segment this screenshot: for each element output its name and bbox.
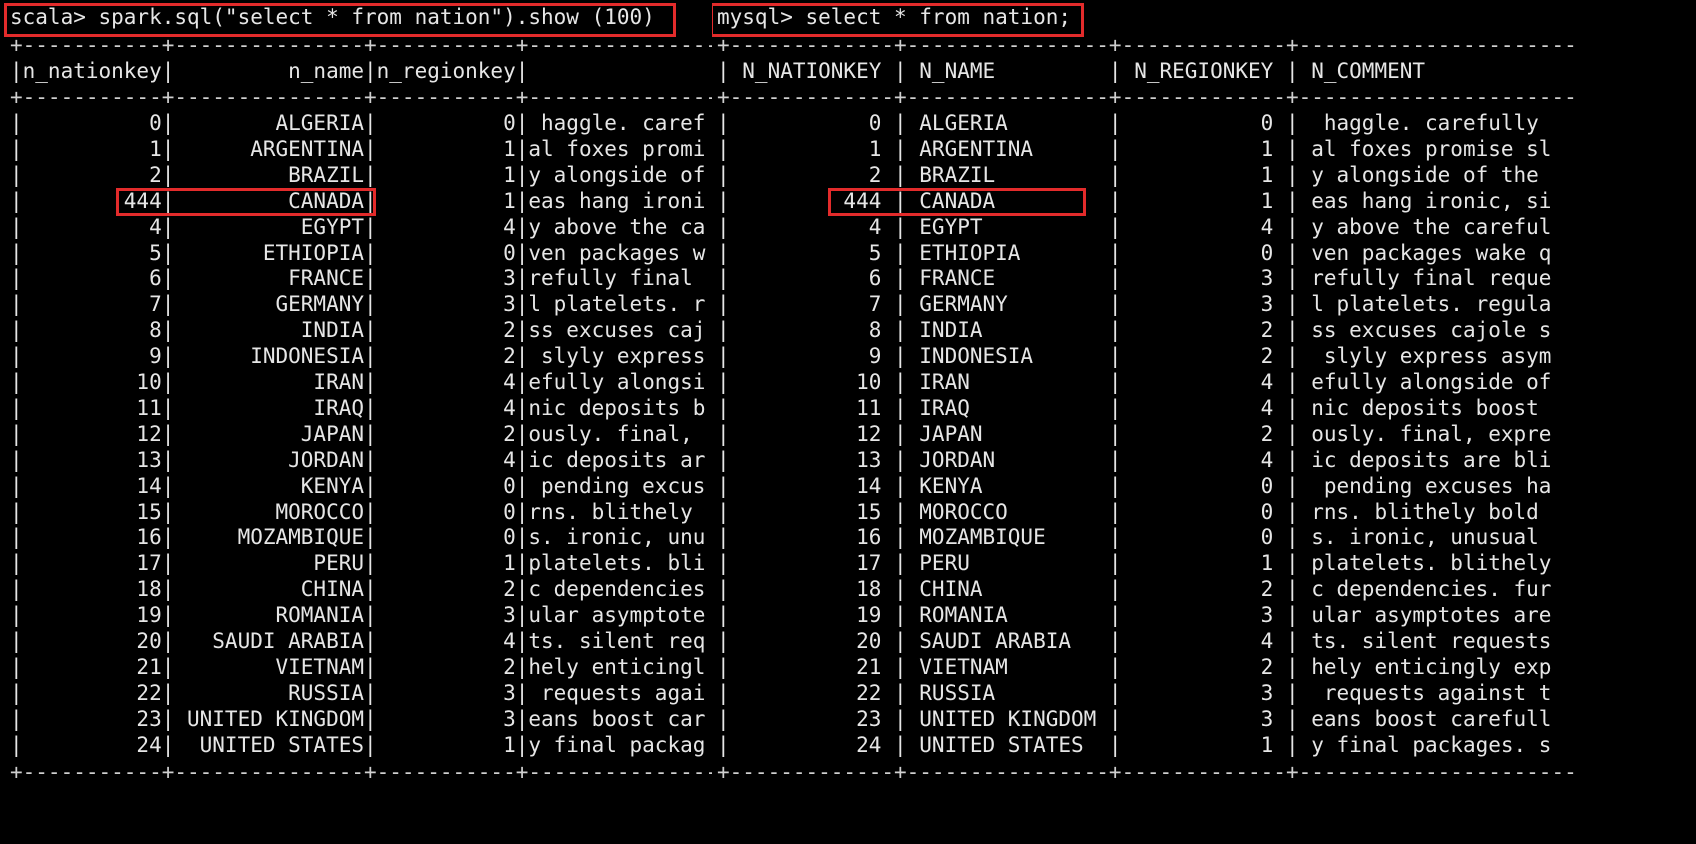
mysql-table-row: | 22 | RUSSIA | 3 | requests against t <box>717 680 1552 705</box>
spark-table-row: | 7| GERMANY| 3|l platelets. r <box>10 292 706 317</box>
spark-table-row: | 8| INDIA| 2|ss excuses caj <box>10 318 706 343</box>
mysql-table-row: | 23 | UNITED KINGDOM | 3 | eans boost c… <box>717 706 1552 731</box>
mysql-table-border-bottom: +-------------+----------------+--------… <box>717 760 1577 784</box>
mysql-table-row: | 14 | KENYA | 0 | pending excuses ha <box>717 473 1552 498</box>
spark-table-row: | 11| IRAQ| 4|nic deposits b <box>10 395 706 420</box>
spark-table-row: | 0| ALGERIA| 0| haggle. caref <box>10 111 706 135</box>
spark-table-row: | 15| MOROCCO| 0|rns. blithely <box>10 499 706 524</box>
spark-table-row: | 14| KENYA| 0| pending excus <box>10 473 706 498</box>
spark-table-row: | 19| ROMANIA| 3|ular asymptote <box>10 603 706 628</box>
mysql-table-row: | 444 | CANADA | 1 | eas hang ironic, si <box>717 188 1552 213</box>
mysql-table-row: | 15 | MOROCCO | 0 | rns. blithely bold <box>717 499 1552 524</box>
mysql-table-row: | 18 | CHINA | 2 | c dependencies. fur <box>717 577 1552 602</box>
mysql-table-row: | 5 | ETHIOPIA | 0 | ven packages wake q <box>717 240 1552 265</box>
spark-table-row: | 24| UNITED STATES| 1|y final packag <box>10 732 706 757</box>
mysql-table-row: | 2 | BRAZIL | 1 | y alongside of the <box>717 162 1539 187</box>
spark-table-row: | 10| IRAN| 4|efully alongsi <box>10 370 706 394</box>
spark-table-row: | 4| EGYPT| 4|y above the ca <box>10 214 706 239</box>
mysql-table-row: | 24 | UNITED STATES | 1 | y final packa… <box>717 732 1552 757</box>
mysql-table-row: | 0 | ALGERIA | 0 | haggle. carefully <box>717 111 1539 135</box>
mysql-table-border-top: +-------------+----------------+--------… <box>717 33 1577 57</box>
spark-shell-pane: scala> spark.sql("select * from nation")… <box>0 0 712 844</box>
spark-table-row: | 13| JORDAN| 4|ic deposits ar <box>10 447 706 472</box>
mysql-table-row: | 16 | MOZAMBIQUE | 0 | s. ironic, unusu… <box>717 525 1552 550</box>
spark-table-row: | 2| BRAZIL| 1|y alongside of <box>10 162 706 187</box>
mysql-table-row: | 13 | JORDAN | 4 | ic deposits are bli <box>717 447 1552 472</box>
spark-table-row: | 20| SAUDI ARABIA| 4|ts. silent req <box>10 629 706 653</box>
mysql-table-row: | 10 | IRAN | 4 | efully alongside of <box>717 370 1552 394</box>
spark-table-row: | 444| CANADA| 1|eas hang ironi <box>10 188 706 213</box>
mysql-table-row: | 17 | PERU | 1 | platelets. blithely <box>717 551 1552 576</box>
spark-table-border-bottom: +-----------+---------------+-----------… <box>10 760 712 784</box>
spark-table-border-top: +-----------+---------------+-----------… <box>10 33 712 57</box>
mysql-table-row: | 7 | GERMANY | 3 | l platelets. regula <box>717 292 1552 317</box>
mysql-table-row: | 6 | FRANCE | 3 | refully final reque <box>717 266 1552 291</box>
mysql-table-row: | 20 | SAUDI ARABIA | 4 | ts. silent req… <box>717 629 1552 653</box>
spark-table-row: | 16| MOZAMBIQUE| 0|s. ironic, unu <box>10 525 706 550</box>
spark-table-row: | 1| ARGENTINA| 1|al foxes promi <box>10 136 706 161</box>
spark-table-row: | 6| FRANCE| 3|refully final <box>10 266 706 291</box>
mysql-shell-pane: mysql> select * from nation; +----------… <box>712 0 1696 844</box>
mysql-table-row: | 19 | ROMANIA | 3 | ular asymptotes are <box>717 603 1552 628</box>
mysql-table-border-mid: +-------------+----------------+--------… <box>717 85 1577 109</box>
spark-table-row: | 9| INDONESIA| 2| slyly express <box>10 344 706 369</box>
spark-table-row: | 17| PERU| 1|platelets. bli <box>10 551 706 576</box>
spark-table-row: | 18| CHINA| 2|c dependencies <box>10 577 706 602</box>
mysql-table-row: | 12 | JAPAN | 2 | ously. final, expre <box>717 421 1552 446</box>
mysql-table-header: | N_NATIONKEY | N_NAME | N_REGIONKEY | N… <box>717 59 1426 83</box>
mysql-table-row: | 1 | ARGENTINA | 1 | al foxes promise s… <box>717 136 1552 161</box>
spark-table-row: | 23| UNITED KINGDOM| 3|eans boost car <box>10 706 706 731</box>
spark-table-row: | 5| ETHIOPIA| 0|ven packages w <box>10 240 706 265</box>
mysql-table-row: | 21 | VIETNAM | 2 | hely enticingly exp <box>717 654 1552 679</box>
spark-table-header: |n_nationkey| n_name|n_regionkey| n_c <box>10 59 712 83</box>
spark-table-row: | 22| RUSSIA| 3| requests agai <box>10 680 706 705</box>
mysql-command-prompt: mysql> select * from nation; <box>717 5 1072 29</box>
mysql-table-row: | 4 | EGYPT | 4 | y above the careful <box>717 214 1552 239</box>
mysql-table-row: | 9 | INDONESIA | 2 | slyly express asym <box>717 344 1552 369</box>
spark-table-row: | 12| JAPAN| 2|ously. final, <box>10 421 706 446</box>
mysql-table-row: | 8 | INDIA | 2 | ss excuses cajole s <box>717 318 1552 343</box>
spark-table-border-mid: +-----------+---------------+-----------… <box>10 85 712 109</box>
spark-command-prompt: scala> spark.sql("select * from nation")… <box>10 5 655 29</box>
mysql-table-row: | 11 | IRAQ | 4 | nic deposits boost <box>717 395 1552 420</box>
spark-table-row: | 21| VIETNAM| 2|hely enticingl <box>10 654 706 679</box>
